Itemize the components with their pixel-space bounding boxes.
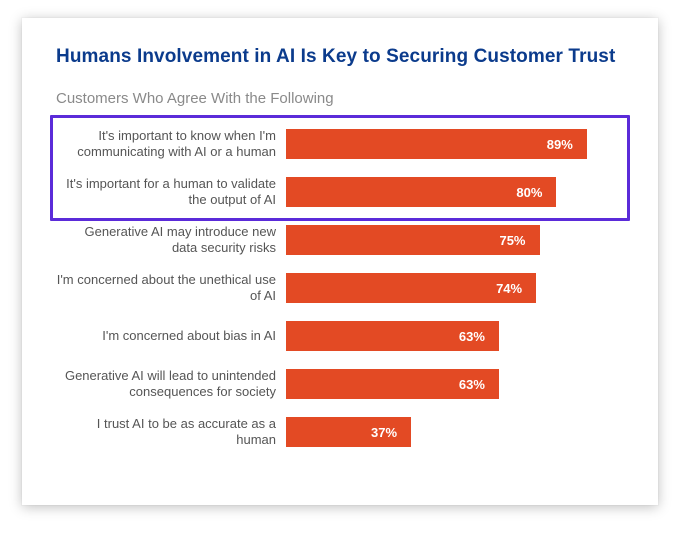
bar-value: 63% <box>459 329 485 344</box>
bar-value: 89% <box>547 137 573 152</box>
bar-value: 63% <box>459 377 485 392</box>
bar-label: Generative AI may introduce new data sec… <box>56 224 286 257</box>
page: Humans Involvement in AI Is Key to Secur… <box>0 0 680 535</box>
bar: 75% <box>286 225 540 255</box>
bar-track: 80% <box>286 177 624 207</box>
chart-title: Humans Involvement in AI Is Key to Secur… <box>56 46 624 68</box>
bar: 63% <box>286 321 499 351</box>
bar-label: It's important for a human to validate t… <box>56 176 286 209</box>
chart-row: I'm concerned about the unethical use of… <box>56 265 624 311</box>
bar-track: 63% <box>286 369 624 399</box>
chart-row: I'm concerned about bias in AI 63% <box>56 313 624 359</box>
chart-row: Generative AI may introduce new data sec… <box>56 217 624 263</box>
bar: 63% <box>286 369 499 399</box>
bar-label: I'm concerned about the unethical use of… <box>56 272 286 305</box>
bar: 37% <box>286 417 411 447</box>
bar-chart: It's important to know when I'm communic… <box>56 121 624 455</box>
bar-label: I'm concerned about bias in AI <box>56 328 286 344</box>
bar-track: 75% <box>286 225 624 255</box>
bar: 89% <box>286 129 587 159</box>
bar-track: 89% <box>286 129 624 159</box>
chart-row: I trust AI to be as accurate as a human … <box>56 409 624 455</box>
bar-label: It's important to know when I'm communic… <box>56 128 286 161</box>
chart-subtitle: Customers Who Agree With the Following <box>56 90 624 107</box>
bar: 74% <box>286 273 536 303</box>
bar-track: 37% <box>286 417 624 447</box>
bar-value: 74% <box>496 281 522 296</box>
bar-value: 80% <box>516 185 542 200</box>
bar-label: I trust AI to be as accurate as a human <box>56 416 286 449</box>
bar: 80% <box>286 177 556 207</box>
chart-row: It's important for a human to validate t… <box>56 169 624 215</box>
bar-value: 37% <box>371 425 397 440</box>
bar-value: 75% <box>499 233 525 248</box>
bar-label: Generative AI will lead to unintended co… <box>56 368 286 401</box>
chart-card: Humans Involvement in AI Is Key to Secur… <box>22 18 658 505</box>
bar-track: 63% <box>286 321 624 351</box>
chart-row: It's important to know when I'm communic… <box>56 121 624 167</box>
chart-row: Generative AI will lead to unintended co… <box>56 361 624 407</box>
bar-track: 74% <box>286 273 624 303</box>
